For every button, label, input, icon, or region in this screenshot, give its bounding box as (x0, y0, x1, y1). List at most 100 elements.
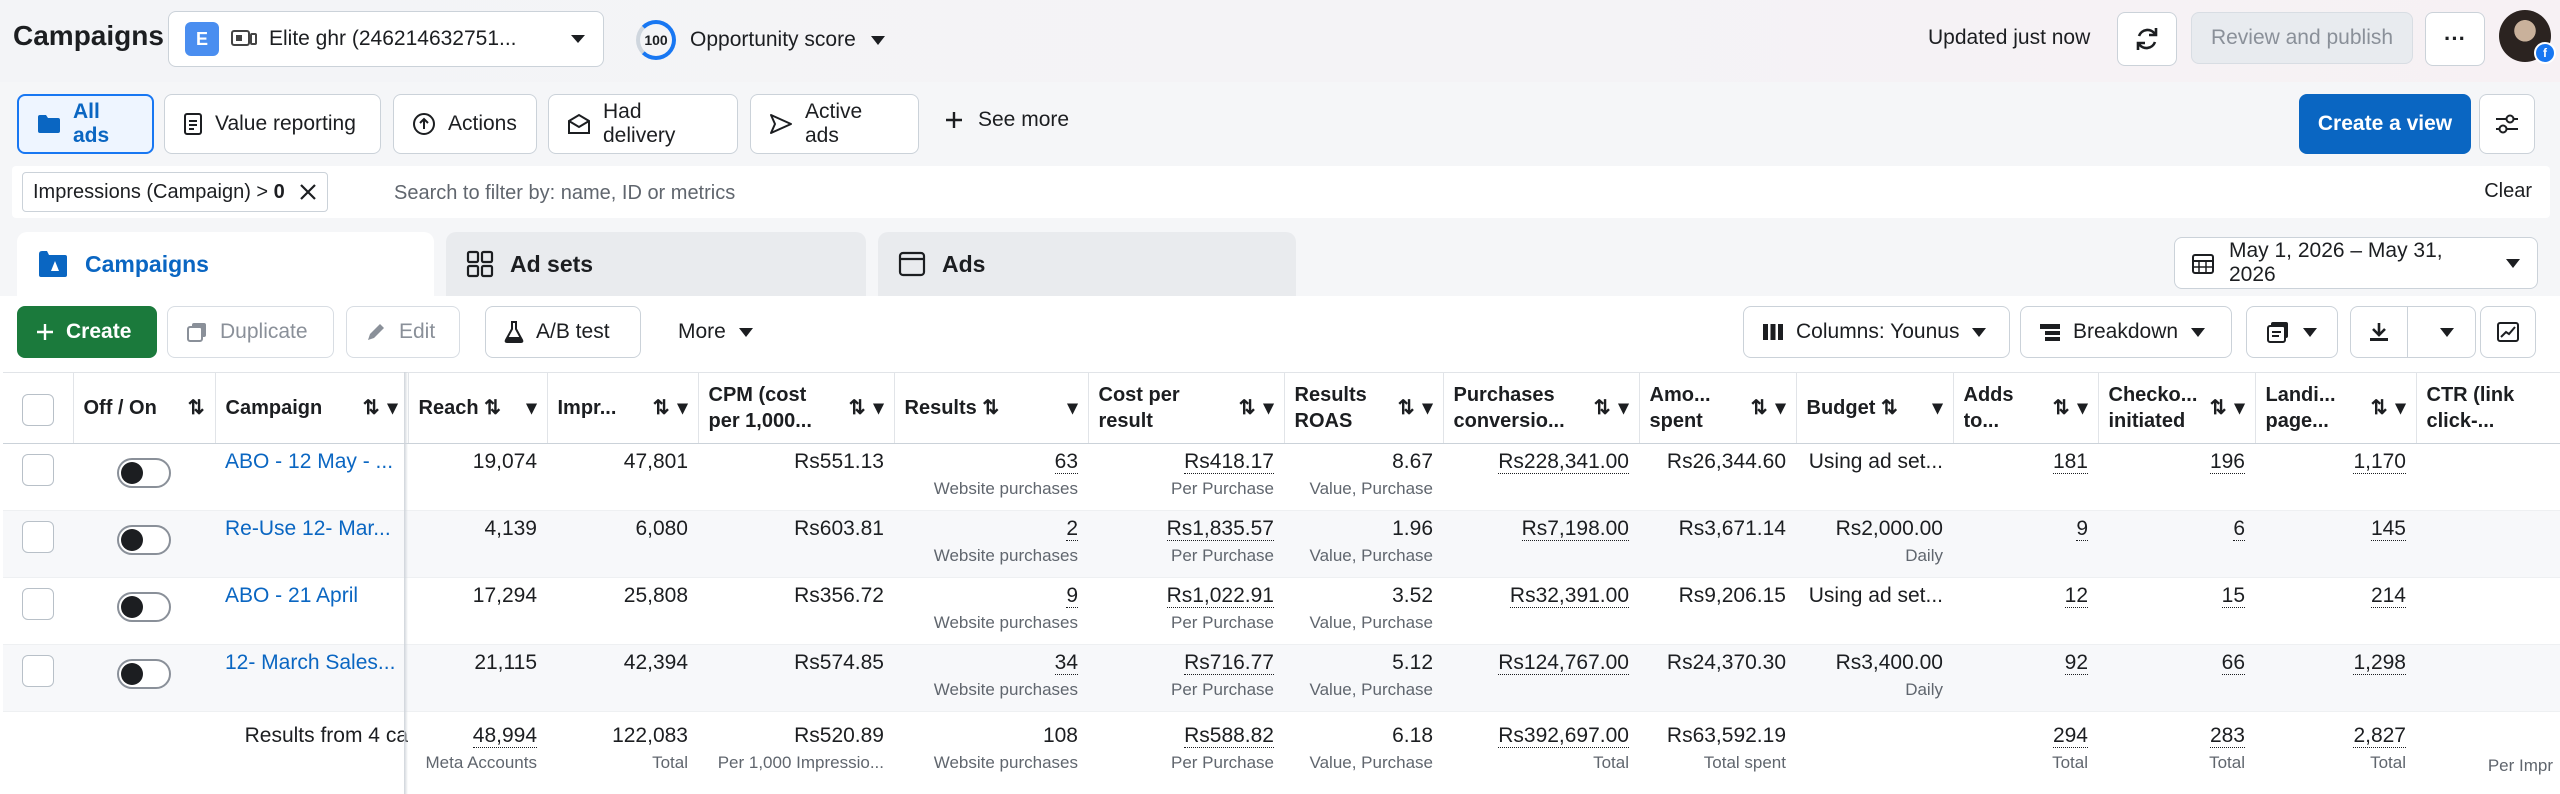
date-range-picker[interactable]: May 1, 2026 – May 31, 2026 (2174, 237, 2538, 289)
column-header-cpm[interactable]: CPM (cost per 1,000... ⇅ ▾ (698, 372, 895, 444)
caret-down-icon[interactable]: ▾ (1422, 397, 1433, 419)
offon-cell[interactable] (73, 577, 215, 645)
duplicate-button[interactable]: Duplicate (167, 306, 334, 358)
view-tab-active-ads[interactable]: Active ads (750, 94, 919, 154)
row-select-cell[interactable] (3, 644, 73, 712)
row-checkbox[interactable] (22, 655, 54, 687)
account-selector[interactable]: E Elite ghr (246214632751... (168, 11, 604, 67)
filter-chip[interactable]: Impressions (Campaign) > 0 (22, 172, 328, 212)
row-checkbox[interactable] (22, 588, 54, 620)
table-row[interactable]: 12- March Sales... 21,115 42,394 Rs574.8… (3, 644, 2560, 712)
row-checkbox[interactable] (22, 521, 54, 553)
row-select-cell[interactable] (3, 577, 73, 645)
column-header-results[interactable]: Results ⇅ ▾ (894, 372, 1089, 444)
sort-icon[interactable]: ⇅ (2052, 397, 2070, 419)
sort-icon[interactable]: ⇅ (484, 397, 501, 419)
column-header-reach[interactable]: Reach ⇅ ▾ (408, 372, 548, 444)
column-header-amount-spent[interactable]: Amo... spent ⇅ ▾ (1639, 372, 1797, 444)
row-select-cell[interactable] (3, 443, 73, 511)
sort-icon[interactable]: ⇅ (982, 397, 1000, 419)
table-row[interactable]: Re-Use 12- Mar... 4,139 6,080 Rs603.81 2… (3, 510, 2560, 578)
sort-icon[interactable]: ⇅ (362, 397, 380, 419)
edit-button[interactable]: Edit (346, 306, 460, 358)
tab-campaigns[interactable]: Campaigns (17, 232, 434, 296)
column-header-ctr[interactable]: CTR (link click-... (2416, 372, 2560, 444)
checkouts-value[interactable]: 6 (2233, 517, 2245, 541)
caret-down-icon[interactable]: ▾ (1067, 397, 1078, 419)
adds-to-cart-value[interactable]: 12 (2064, 584, 2088, 608)
column-header-landing-page[interactable]: Landi... page... ⇅ ▾ (2255, 372, 2417, 444)
landing-page-value[interactable]: 1,298 (2353, 651, 2406, 675)
adds-to-cart-value[interactable]: 92 (2064, 651, 2088, 675)
sort-icon[interactable]: ⇅ (187, 397, 205, 419)
cost-per-result-value[interactable]: Rs716.77 (1184, 651, 1274, 675)
purchases-conversion-value[interactable]: Rs124,767.00 (1498, 651, 1629, 675)
caret-down-icon[interactable]: ▾ (2234, 397, 2245, 419)
delivery-toggle[interactable] (117, 458, 171, 488)
select-all-checkbox[interactable] (21, 394, 54, 426)
offon-cell[interactable] (73, 510, 215, 578)
delivery-toggle[interactable] (117, 592, 171, 622)
sort-icon[interactable]: ⇅ (1397, 397, 1415, 419)
landing-page-value[interactable]: 1,170 (2353, 450, 2406, 474)
totals-checkouts[interactable]: 283 (2209, 724, 2245, 748)
export-split-button[interactable] (2350, 306, 2476, 358)
table-row[interactable]: ABO - 12 May - ... 19,074 47,801 Rs551.1… (3, 443, 2560, 511)
offon-cell[interactable] (73, 443, 215, 511)
tab-ads[interactable]: Ads (878, 232, 1296, 296)
create-button[interactable]: Create (17, 306, 157, 358)
chevron-down-icon[interactable] (2420, 327, 2476, 338)
landing-page-value[interactable]: 145 (2370, 517, 2406, 541)
campaign-name-link[interactable]: 12- March Sales... (225, 651, 396, 674)
totals-conv[interactable]: Rs392,697.00 (1498, 724, 1629, 748)
landing-page-value[interactable]: 214 (2370, 584, 2406, 608)
caret-down-icon[interactable]: ▾ (1618, 397, 1629, 419)
opportunity-score[interactable]: 100 Opportunity score (636, 20, 886, 60)
view-tab-all-ads[interactable]: All ads (17, 94, 154, 154)
view-tab-had-delivery[interactable]: Had delivery (548, 94, 738, 154)
select-all-header[interactable] (3, 372, 74, 444)
breakdown-dropdown[interactable]: Breakdown (2020, 306, 2232, 358)
row-checkbox[interactable] (22, 454, 54, 486)
column-header-impressions[interactable]: Impr... ⇅ ▾ (547, 372, 699, 444)
sort-icon[interactable]: ⇅ (848, 397, 866, 419)
sort-icon[interactable]: ⇅ (1593, 397, 1611, 419)
purchases-conversion-value[interactable]: Rs7,198.00 (1521, 517, 1629, 541)
sort-icon[interactable]: ⇅ (1880, 397, 1898, 419)
column-header-campaign[interactable]: Campaign ⇅ ▾ (215, 372, 409, 444)
columns-dropdown[interactable]: Columns: Younus (1743, 306, 2010, 358)
caret-down-icon[interactable]: ▾ (1775, 397, 1786, 419)
campaign-cell[interactable]: ABO - 21 April (215, 577, 408, 645)
cost-per-result-value[interactable]: Rs418.17 (1184, 450, 1274, 474)
refresh-button[interactable] (2117, 12, 2177, 66)
column-header-offon[interactable]: Off / On ⇅ (73, 372, 216, 444)
caret-down-icon[interactable]: ▾ (526, 397, 537, 419)
campaign-name-link[interactable]: Re-Use 12- Mar... (225, 517, 391, 540)
ab-test-button[interactable]: A/B test (485, 306, 641, 358)
campaign-cell[interactable]: ABO - 12 May - ... (215, 443, 408, 511)
cost-per-result-value[interactable]: Rs1,022.91 (1166, 584, 1274, 608)
reports-dropdown[interactable] (2246, 306, 2338, 358)
results-value[interactable]: 63 (1054, 450, 1078, 474)
caret-down-icon[interactable]: ▾ (677, 397, 688, 419)
checkouts-value[interactable]: 196 (2209, 450, 2245, 474)
results-value[interactable]: 2 (1066, 517, 1078, 541)
sort-icon[interactable]: ⇅ (652, 397, 670, 419)
checkouts-value[interactable]: 15 (2221, 584, 2245, 608)
campaign-name-link[interactable]: ABO - 12 May - ... (225, 450, 394, 473)
caret-down-icon[interactable]: ▾ (1263, 397, 1274, 419)
search-input[interactable] (392, 174, 2196, 212)
caret-down-icon[interactable]: ▾ (2395, 397, 2406, 419)
column-header-cost-per-result[interactable]: Cost per result ⇅ ▾ (1088, 372, 1285, 444)
totals-reach[interactable]: 48,994 (472, 724, 537, 748)
clear-filters-button[interactable]: Clear (2484, 180, 2532, 202)
more-options-button[interactable]: ··· (2425, 12, 2485, 66)
column-header-purchases-conversion[interactable]: Purchases conversio... ⇅ ▾ (1443, 372, 1640, 444)
view-tab-value-reporting[interactable]: Value reporting (164, 94, 381, 154)
column-header-checkouts[interactable]: Checko... initiated ⇅ ▾ (2098, 372, 2256, 444)
sort-icon[interactable]: ⇅ (2209, 397, 2227, 419)
offon-cell[interactable] (73, 644, 215, 712)
row-select-cell[interactable] (3, 510, 73, 578)
tab-ad-sets[interactable]: Ad sets (446, 232, 866, 296)
column-header-budget[interactable]: Budget ⇅ ▾ (1796, 372, 1954, 444)
